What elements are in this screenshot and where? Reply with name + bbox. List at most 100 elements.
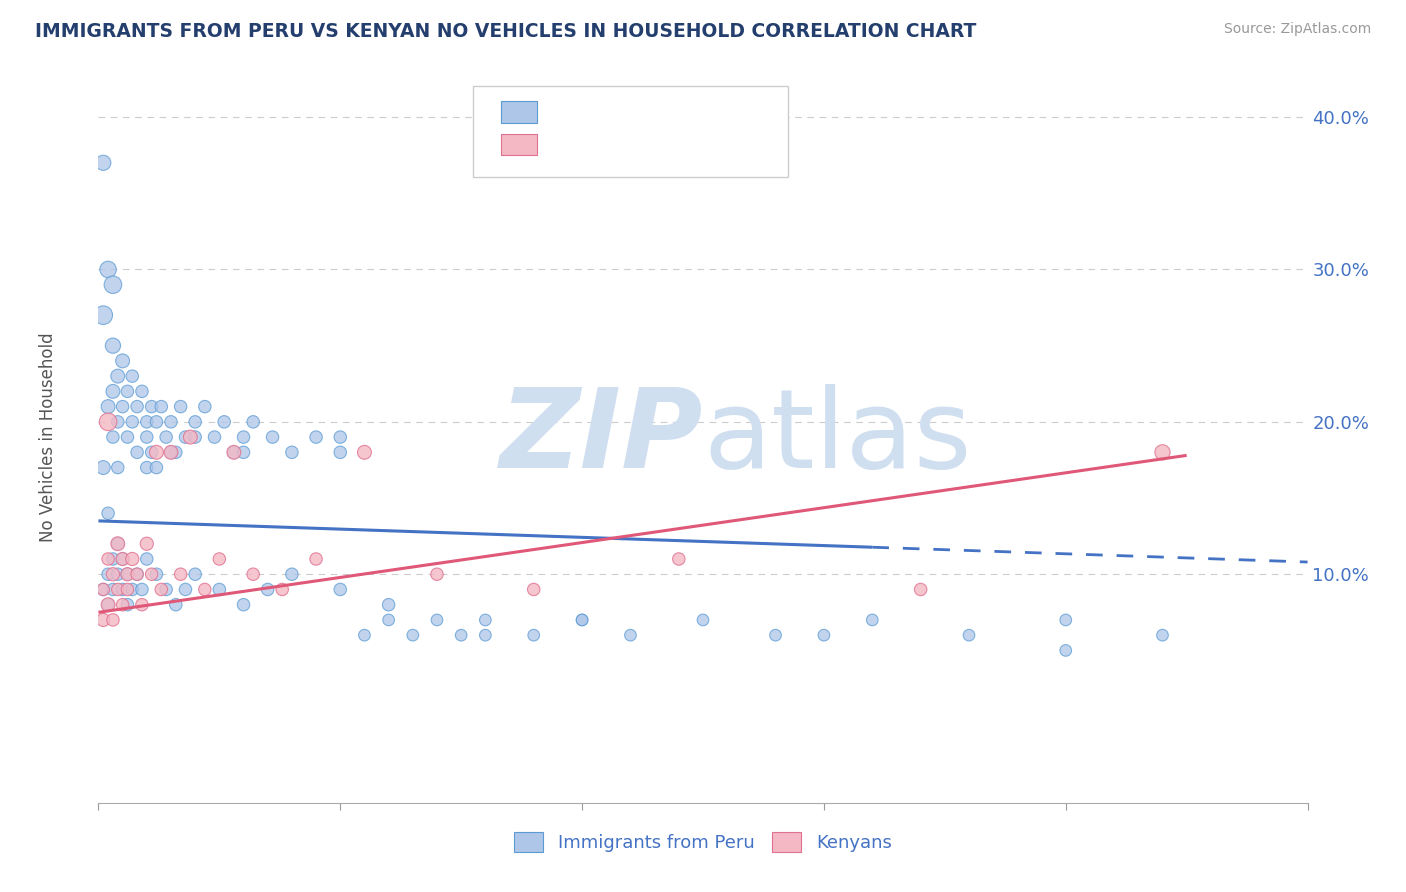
Text: R =   0.323: R = 0.323 — [554, 136, 652, 153]
Point — [619, 628, 641, 642]
Point — [127, 567, 149, 582]
Point — [97, 552, 120, 566]
Point — [97, 567, 120, 582]
Point — [111, 582, 134, 597]
Point — [97, 262, 120, 277]
Point — [204, 430, 226, 444]
Point — [450, 628, 472, 642]
FancyBboxPatch shape — [474, 86, 787, 178]
Point — [668, 552, 690, 566]
Point — [329, 582, 352, 597]
Point — [353, 445, 375, 459]
Point — [256, 582, 278, 597]
Point — [141, 400, 163, 414]
Point — [101, 582, 124, 597]
Point — [474, 613, 496, 627]
Point — [377, 613, 399, 627]
Point — [155, 430, 177, 444]
Point — [117, 567, 139, 582]
Point — [91, 155, 114, 169]
Point — [117, 384, 139, 399]
Point — [145, 415, 167, 429]
Point — [101, 552, 124, 566]
Point — [377, 598, 399, 612]
Point — [281, 445, 304, 459]
Point — [91, 582, 114, 597]
Point — [97, 598, 120, 612]
Point — [107, 369, 129, 384]
Point — [107, 582, 129, 597]
Point — [692, 613, 714, 627]
Point — [141, 445, 163, 459]
Point — [426, 567, 449, 582]
Point — [107, 537, 129, 551]
Point — [150, 400, 173, 414]
Point — [208, 582, 231, 597]
Point — [232, 445, 254, 459]
Point — [91, 460, 114, 475]
Point — [131, 598, 153, 612]
Point — [242, 415, 264, 429]
Point — [169, 567, 191, 582]
Point — [121, 415, 143, 429]
Point — [101, 567, 124, 582]
Point — [232, 598, 254, 612]
Point — [174, 582, 197, 597]
Point — [329, 430, 352, 444]
Text: ZIP: ZIP — [499, 384, 703, 491]
Point — [97, 415, 120, 429]
Point — [145, 567, 167, 582]
Point — [117, 582, 139, 597]
Point — [91, 582, 114, 597]
Point — [305, 552, 328, 566]
Point — [145, 445, 167, 459]
Point — [1152, 445, 1174, 459]
Point — [910, 582, 932, 597]
Point — [111, 400, 134, 414]
Point — [1054, 643, 1077, 657]
Text: atlas: atlas — [703, 384, 972, 491]
Point — [107, 537, 129, 551]
Point — [1054, 613, 1077, 627]
Point — [111, 552, 134, 566]
Point — [121, 369, 143, 384]
Point — [813, 628, 835, 642]
Point — [127, 567, 149, 582]
Point — [127, 400, 149, 414]
Point — [91, 308, 114, 322]
Text: N = 35: N = 35 — [669, 136, 730, 153]
Point — [141, 567, 163, 582]
Point — [145, 460, 167, 475]
Point — [127, 445, 149, 459]
Point — [402, 628, 425, 642]
Point — [523, 628, 546, 642]
Point — [101, 613, 124, 627]
Point — [184, 430, 207, 444]
Point — [160, 445, 183, 459]
Point — [135, 430, 157, 444]
Text: R = -0.030: R = -0.030 — [554, 103, 648, 120]
Point — [135, 460, 157, 475]
Point — [91, 613, 114, 627]
Text: No Vehicles in Household: No Vehicles in Household — [38, 332, 56, 542]
Point — [232, 430, 254, 444]
Point — [107, 460, 129, 475]
Point — [174, 430, 197, 444]
Point — [111, 598, 134, 612]
Point — [179, 430, 201, 444]
Point — [184, 567, 207, 582]
Point — [150, 582, 173, 597]
Point — [571, 613, 593, 627]
Point — [208, 552, 231, 566]
Point — [107, 415, 129, 429]
Point — [135, 415, 157, 429]
Point — [165, 445, 187, 459]
Point — [426, 613, 449, 627]
Point — [169, 400, 191, 414]
Point — [222, 445, 245, 459]
Point — [160, 445, 183, 459]
Point — [860, 613, 883, 627]
Point — [194, 582, 217, 597]
Point — [135, 552, 157, 566]
Point — [121, 582, 143, 597]
